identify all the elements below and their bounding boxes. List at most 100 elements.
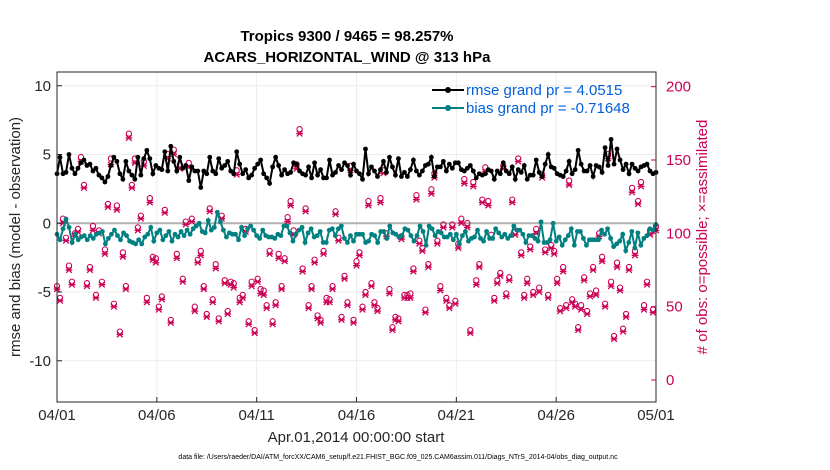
- obs-assimilated-marker: [371, 301, 378, 309]
- bias-point: [332, 233, 338, 239]
- rmse-point: [243, 167, 249, 173]
- obs-assimilated-marker: [116, 331, 124, 338]
- bias-point: [502, 231, 508, 237]
- obs-possible-marker: [536, 284, 543, 291]
- rmse-point: [599, 169, 605, 175]
- obs-assimilated-marker: [335, 237, 342, 244]
- obs-assimilated-marker: [526, 246, 534, 253]
- obs-assimilated-marker: [212, 265, 220, 272]
- obs-assimilated-marker: [580, 277, 588, 284]
- obs-assimilated-marker: [281, 257, 288, 265]
- obs-assimilated-marker: [113, 206, 121, 214]
- y2-tick-label: 0: [666, 372, 674, 389]
- bias-point: [384, 235, 390, 241]
- legend-rmse-marker: [445, 87, 451, 93]
- obs-assimilated-marker: [643, 281, 651, 288]
- bias-point: [214, 209, 220, 215]
- obs-assimilated-marker: [472, 281, 480, 288]
- bias-point: [387, 223, 393, 229]
- obs-assimilated-marker: [98, 281, 106, 288]
- y2-axis-label: # of obs: o=possible; ×=assimilated: [694, 120, 711, 355]
- rmse-point: [240, 171, 246, 177]
- obs-possible-marker: [554, 275, 561, 282]
- obs-assimilated-marker: [326, 299, 333, 306]
- rmse-point: [629, 161, 635, 167]
- rmse-point: [216, 156, 222, 162]
- obs-assimilated-marker: [203, 313, 211, 321]
- obs-possible-marker: [257, 285, 264, 293]
- rmse-point: [288, 169, 294, 175]
- rmse-point: [512, 176, 518, 182]
- obs-assimilated-marker: [278, 285, 285, 293]
- rmse-point: [336, 163, 341, 168]
- obs-possible-marker: [524, 275, 531, 282]
- obs-possible-marker: [119, 249, 127, 256]
- obs-possible-marker: [113, 202, 121, 209]
- bias-point: [163, 233, 169, 239]
- obs-assimilated-marker: [128, 184, 136, 192]
- obs-assimilated-marker: [125, 134, 133, 142]
- obs-possible-marker: [458, 215, 465, 222]
- obs-assimilated-marker: [469, 183, 477, 190]
- obs-assimilated-marker: [191, 307, 199, 315]
- y-tick-label: -10: [29, 353, 51, 370]
- rmse-point: [261, 171, 267, 177]
- bias-point: [72, 231, 78, 237]
- rmse-point: [635, 168, 641, 174]
- rmse-point: [566, 158, 572, 164]
- bias-point: [405, 227, 411, 233]
- bias-point: [565, 233, 571, 239]
- bias-point: [511, 223, 517, 229]
- bias-point: [69, 240, 75, 245]
- obs-assimilated-marker: [437, 287, 444, 294]
- obs-assimilated-marker: [251, 329, 259, 337]
- rmse-point: [569, 171, 575, 177]
- y-tick-label: 0: [43, 215, 51, 232]
- bias-point: [166, 229, 172, 234]
- rmse-point: [81, 157, 87, 163]
- bias-point: [553, 238, 559, 244]
- obs-assimilated-marker: [439, 224, 447, 231]
- y-tick-label: 5: [43, 147, 51, 164]
- obs-assimilated-marker: [200, 285, 208, 293]
- rmse-point: [177, 154, 183, 160]
- rmse-point: [530, 172, 536, 178]
- obs-assimilated-marker: [416, 240, 423, 247]
- obs-possible-marker: [577, 302, 585, 309]
- bias-point: [284, 223, 290, 229]
- obs-assimilated-marker: [535, 288, 543, 296]
- obs-possible-marker: [377, 194, 384, 202]
- obs-assimilated-marker: [137, 215, 145, 222]
- rmse-point: [506, 171, 512, 177]
- obs-assimilated-marker: [368, 282, 375, 290]
- rmse-point: [542, 161, 548, 167]
- rmse-point: [431, 174, 437, 179]
- rmse-point: [620, 167, 626, 173]
- rmse-point: [306, 164, 311, 170]
- obs-possible-marker: [284, 214, 291, 221]
- obs-possible-marker: [437, 282, 444, 290]
- bias-point: [490, 235, 496, 241]
- bias-point: [562, 237, 568, 243]
- obs-possible-marker: [65, 262, 73, 269]
- bias-point: [408, 233, 414, 239]
- bias-point: [453, 231, 459, 237]
- bias-point: [299, 224, 305, 230]
- bias-point: [617, 238, 623, 244]
- rmse-point: [563, 168, 569, 174]
- obs-assimilated-marker: [559, 268, 567, 275]
- bias-point: [644, 233, 650, 239]
- rmse-point: [384, 169, 389, 175]
- obs-possible-marker: [143, 294, 150, 302]
- rmse-point: [449, 165, 455, 171]
- rmse-point: [132, 176, 138, 182]
- bias-point: [650, 227, 656, 233]
- obs-assimilated-marker: [478, 199, 486, 206]
- rmse-point: [348, 172, 353, 178]
- rmse-point: [497, 171, 503, 177]
- legend-bias-label: bias grand pr = -0.71648: [466, 100, 630, 117]
- obs-assimilated-marker: [239, 294, 247, 302]
- rmse-point: [174, 168, 180, 174]
- obs-assimilated-marker: [152, 259, 160, 266]
- bias-point: [278, 233, 284, 239]
